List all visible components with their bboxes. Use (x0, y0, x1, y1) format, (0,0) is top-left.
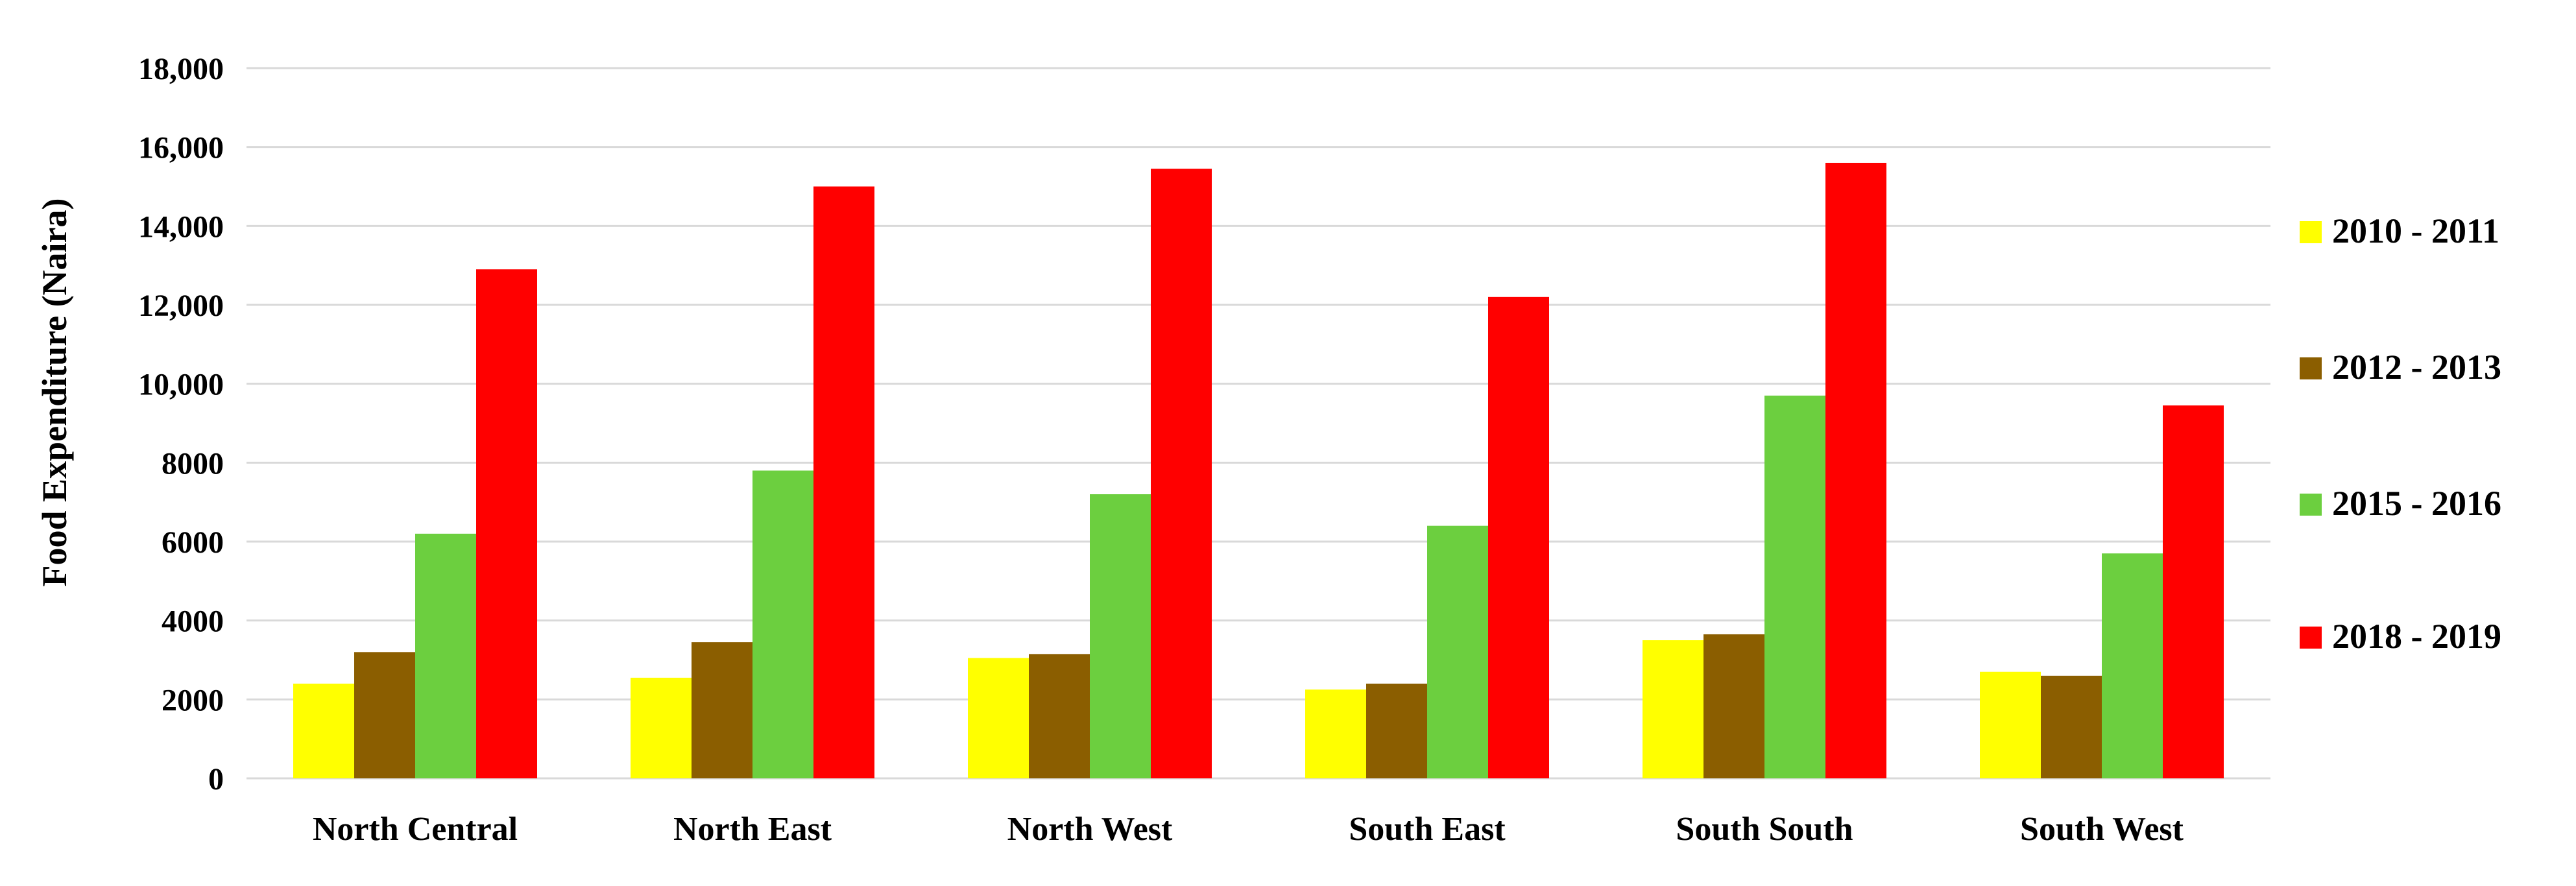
bars (293, 163, 2224, 778)
bar-south-south-2018-2019 (1825, 163, 1886, 778)
bar-north-central-2018-2019 (476, 269, 537, 778)
x-category-label: North Central (313, 811, 518, 848)
bar-south-west-2012-2013 (2041, 675, 2102, 778)
legend-label: 2018 - 2019 (2332, 617, 2501, 656)
bar-south-west-2015-2016 (2102, 553, 2163, 778)
legend-swatch (2300, 221, 2322, 243)
legend-label: 2010 - 2011 (2332, 211, 2499, 250)
y-tick-label: 14,000 (138, 210, 224, 244)
y-tick-label: 12,000 (138, 289, 224, 323)
y-tick-label: 10,000 (138, 368, 224, 402)
y-axis-ticks: 0 2000 4000 6000 8000 10,000 12,000 14,000 16,00… (138, 52, 224, 796)
bar-north-central-2012-2013 (354, 652, 415, 778)
y-tick-label: 2000 (162, 683, 224, 717)
legend-label: 2015 - 2016 (2332, 484, 2501, 523)
bar-north-west-2012-2013 (1029, 654, 1090, 778)
bar-south-west-2010-2011 (1980, 671, 2041, 778)
x-category-label: South West (2020, 811, 2184, 848)
bar-south-east-2015-2016 (1427, 525, 1488, 778)
gridlines (247, 67, 2270, 780)
bar-south-south-2015-2016 (1764, 395, 1825, 778)
bar-north-east-2012-2013 (692, 642, 752, 778)
legend-label: 2012 - 2013 (2332, 348, 2501, 387)
x-category-label: South South (1676, 811, 1853, 848)
y-tick-label: 4000 (162, 605, 224, 639)
x-category-label: North West (1007, 811, 1173, 848)
y-tick-label: 6000 (162, 525, 224, 560)
bar-south-west-2018-2019 (2163, 405, 2224, 778)
y-tick-label: 0 (208, 762, 224, 796)
legend-swatch (2300, 627, 2322, 649)
legend: 2010 - 2011 2012 - 2013 2015 - 2016 2018 - … (2300, 211, 2501, 656)
bar-south-east-2010-2011 (1305, 689, 1366, 778)
bar-south-east-2012-2013 (1366, 684, 1427, 778)
bar-north-central-2015-2016 (415, 533, 476, 778)
bar-north-west-2018-2019 (1151, 169, 1212, 778)
legend-swatch (2300, 357, 2322, 379)
bar-north-east-2010-2011 (631, 677, 692, 778)
y-tick-label: 8000 (162, 446, 224, 481)
x-axis-categories: North Central North East North West South E… (313, 811, 2184, 848)
bar-south-east-2018-2019 (1488, 296, 1549, 778)
legend-swatch (2300, 494, 2322, 516)
bar-north-east-2015-2016 (752, 470, 813, 778)
bar-north-east-2018-2019 (813, 186, 874, 778)
y-tick-label: 16,000 (138, 131, 224, 165)
bar-north-west-2015-2016 (1090, 494, 1151, 778)
y-tick-label: 18,000 (138, 52, 224, 86)
bar-south-south-2012-2013 (1703, 634, 1764, 778)
bar-north-central-2010-2011 (293, 684, 354, 778)
y-axis-title: Food Expenditure (Naira) (35, 198, 74, 586)
x-category-label: South East (1349, 811, 1506, 848)
bar-south-south-2010-2011 (1643, 640, 1703, 778)
bar-north-west-2010-2011 (968, 658, 1029, 778)
x-category-label: North East (673, 811, 832, 848)
